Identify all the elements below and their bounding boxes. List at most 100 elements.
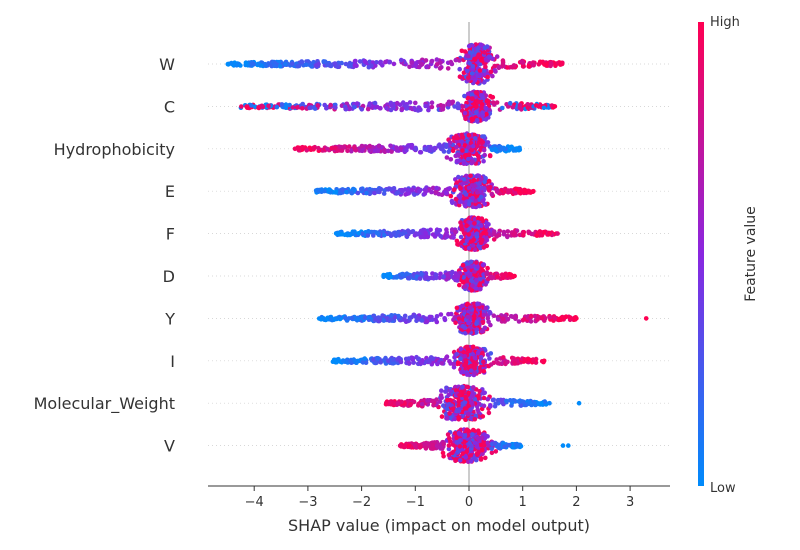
data-point <box>539 400 544 406</box>
data-point <box>474 321 479 327</box>
data-point <box>454 352 460 357</box>
data-point <box>483 175 488 181</box>
data-point <box>507 100 513 106</box>
data-point <box>346 64 352 69</box>
data-point <box>505 65 510 70</box>
data-point <box>423 103 428 109</box>
data-point <box>426 107 431 113</box>
data-point <box>341 144 347 150</box>
data-point <box>485 316 491 321</box>
data-point <box>455 273 460 279</box>
data-point <box>445 273 451 278</box>
data-point <box>308 62 313 68</box>
data-point <box>229 60 234 66</box>
data-point <box>394 145 399 150</box>
data-point <box>470 187 476 192</box>
feature-row-points <box>292 131 523 166</box>
data-point <box>491 397 497 403</box>
feature-row-points <box>330 344 547 378</box>
data-point <box>465 265 471 271</box>
data-point <box>429 104 435 110</box>
data-point <box>492 146 498 151</box>
data-point <box>560 443 566 448</box>
feature-row-points <box>313 173 536 210</box>
data-point <box>454 305 460 311</box>
data-point <box>480 414 486 419</box>
data-point <box>367 148 372 153</box>
feature-row-points <box>383 383 582 423</box>
data-point <box>521 232 526 238</box>
data-point <box>468 459 474 464</box>
data-point <box>335 148 340 153</box>
data-point <box>479 58 484 63</box>
data-point <box>417 445 423 450</box>
data-point <box>461 161 467 166</box>
data-point <box>333 189 339 195</box>
data-point <box>412 192 417 197</box>
data-point <box>353 148 359 153</box>
data-point <box>377 106 383 111</box>
data-point <box>511 148 516 153</box>
data-point <box>413 100 418 106</box>
data-point <box>454 144 459 150</box>
data-point <box>452 315 458 320</box>
data-point <box>468 407 473 413</box>
data-point <box>489 450 495 456</box>
feature-row-points <box>316 301 649 336</box>
data-point <box>455 152 461 157</box>
data-point <box>475 436 480 441</box>
data-point <box>531 188 536 194</box>
data-point <box>505 234 510 240</box>
data-point <box>457 458 463 463</box>
data-point <box>437 66 443 71</box>
data-point <box>472 355 478 361</box>
data-point <box>478 222 484 228</box>
data-point <box>408 105 414 111</box>
data-point <box>444 415 450 421</box>
data-point <box>490 73 495 79</box>
data-point <box>447 411 452 416</box>
data-point <box>400 188 405 194</box>
data-point <box>500 105 505 111</box>
data-point <box>489 95 495 100</box>
data-point <box>466 145 471 150</box>
data-point <box>465 314 471 320</box>
feature-label: Molecular_Weight <box>34 394 175 414</box>
data-point <box>362 58 368 64</box>
feature-label: D <box>163 267 175 286</box>
data-point <box>446 149 452 155</box>
data-point <box>484 111 489 117</box>
data-point <box>470 432 475 437</box>
data-point <box>484 44 490 49</box>
data-point <box>456 415 462 421</box>
data-point <box>462 153 468 159</box>
data-point <box>387 59 393 65</box>
data-point <box>463 192 469 197</box>
data-point <box>445 233 450 238</box>
data-point <box>462 143 468 148</box>
data-point <box>491 313 497 319</box>
data-point <box>456 105 462 111</box>
data-point <box>294 105 300 110</box>
data-point <box>434 62 440 67</box>
data-point <box>464 173 469 179</box>
data-point <box>460 263 466 268</box>
data-point <box>335 315 341 321</box>
data-point <box>408 402 413 408</box>
data-point <box>446 443 452 448</box>
data-point <box>475 46 480 52</box>
data-point <box>470 394 475 399</box>
data-point <box>359 107 365 112</box>
data-point <box>430 398 435 404</box>
colorbar: High Low Feature value <box>698 15 759 496</box>
data-point <box>494 100 500 105</box>
data-point <box>277 63 283 69</box>
data-point <box>489 446 495 452</box>
data-point <box>495 397 501 403</box>
data-point <box>399 106 405 112</box>
data-point <box>484 224 489 229</box>
data-point <box>480 328 486 334</box>
data-point <box>295 63 301 69</box>
